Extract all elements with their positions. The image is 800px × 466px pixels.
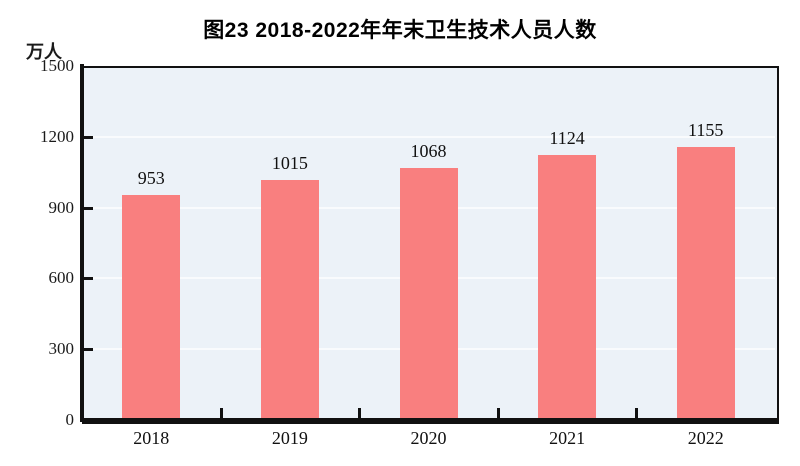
y-axis-tick-900 <box>84 206 93 210</box>
y-axis-tick-label: 300 <box>48 339 75 359</box>
y-axis-tick-600 <box>84 277 93 281</box>
y-axis-line <box>80 64 84 422</box>
x-axis-label-2020: 2020 <box>410 428 447 448</box>
y-axis-tick-label: 600 <box>48 268 75 288</box>
y-axis-tick-label: 1200 <box>40 126 74 146</box>
y-axis-unit-label: 万人 <box>26 42 62 62</box>
x-axis-tick <box>496 408 500 418</box>
gridline-1200 <box>84 135 775 138</box>
y-axis-tick-300 <box>84 348 93 352</box>
bar-2019 <box>260 180 319 420</box>
bar-value-label-2022: 1155 <box>688 120 724 141</box>
bar-value-label-2019: 1015 <box>271 153 308 174</box>
x-axis-tick <box>219 408 223 418</box>
bar-value-label-2021: 1124 <box>549 127 585 148</box>
bar-2020 <box>399 167 458 420</box>
x-axis-label-2018: 2018 <box>133 428 170 448</box>
x-axis-tick <box>358 408 362 418</box>
chart-title: 图23 2018-2022年年末卫生技术人员人数 <box>203 19 597 42</box>
bar-2022 <box>676 147 735 420</box>
y-axis-tick-label: 900 <box>48 197 75 217</box>
bar-value-label-2018: 953 <box>137 168 165 189</box>
bar-2021 <box>538 154 597 420</box>
bar-value-label-2020: 1068 <box>410 140 447 161</box>
y-axis-tick-label: 0 <box>65 410 75 429</box>
x-axis-label-2022: 2022 <box>687 428 724 448</box>
y-axis-tick-1200 <box>84 135 93 139</box>
x-axis-label-2019: 2019 <box>271 428 308 448</box>
x-axis-label-2021: 2021 <box>549 428 586 448</box>
y-axis-tick-label: 1500 <box>40 56 74 75</box>
bar-2018 <box>122 195 181 420</box>
x-axis-line <box>80 418 779 422</box>
x-axis-tick <box>635 408 639 418</box>
